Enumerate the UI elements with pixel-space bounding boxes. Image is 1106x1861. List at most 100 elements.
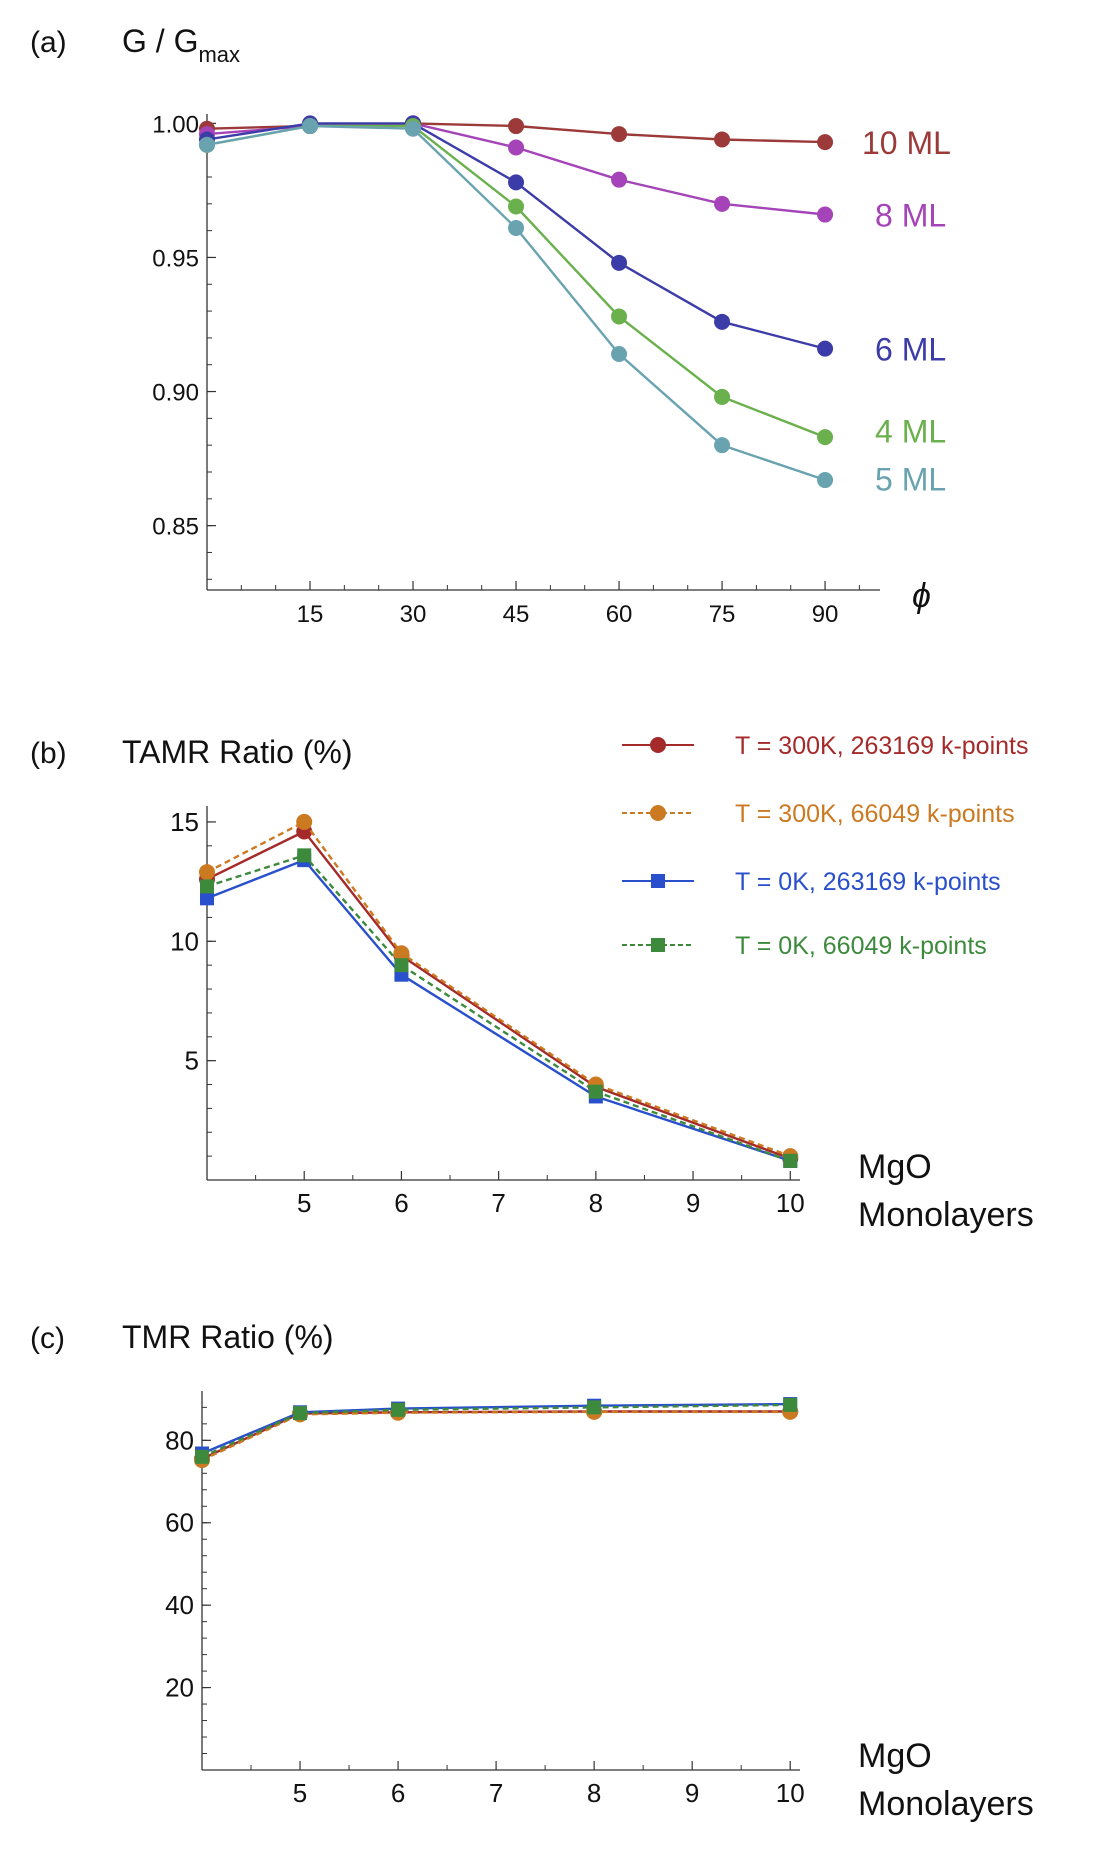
x-tick-label: 9 xyxy=(685,1778,699,1808)
panel-b-label: (b) xyxy=(30,737,67,770)
legend-label-1: T = 300K, 66049 k-points xyxy=(735,800,1015,828)
series-1-point-5 xyxy=(714,195,731,212)
y-tick-label: 15 xyxy=(170,807,199,837)
series-3-point-3 xyxy=(508,198,525,215)
x-tick-label: 5 xyxy=(293,1778,307,1808)
panel-c: (c) TMR Ratio (%) MgO Monolayers 5 6 7 8 9 10… xyxy=(30,1319,1034,1823)
panel-b-legend: T = 300K, 263169 k-points T = 300K, 66049… xyxy=(622,732,1029,960)
series-label-4: 5 ML xyxy=(875,462,946,498)
panel-b: (b) TAMR Ratio (%) MgO Monolayers T = 30… xyxy=(30,732,1034,1234)
series-3-point-1 xyxy=(293,1406,308,1421)
series-3-point-0 xyxy=(195,1449,209,1464)
y-tick-label: 0.90 xyxy=(152,380,199,407)
series-3-point-4 xyxy=(611,308,628,325)
legend-marker-0 xyxy=(650,737,666,753)
panel-a-xlabel: ϕ xyxy=(912,577,931,615)
legend-marker-3 xyxy=(651,938,665,952)
series-0-point-3 xyxy=(508,118,525,135)
series-3-point-3 xyxy=(587,1400,602,1415)
x-tick-label: 10 xyxy=(776,1778,805,1808)
x-tick-label: 8 xyxy=(589,1188,603,1218)
panel-c-xlabel-line1: MgO xyxy=(858,1737,932,1775)
series-3-point-3 xyxy=(588,1084,603,1099)
series-3-point-4 xyxy=(783,1397,798,1412)
panel-c-xlabel-line2: Monolayers xyxy=(858,1785,1034,1823)
y-tick-label: 20 xyxy=(165,1673,194,1703)
series-3-point-6 xyxy=(817,429,834,446)
x-tick-label: 8 xyxy=(587,1778,601,1808)
legend-marker-2 xyxy=(651,874,665,888)
x-tick-label: 30 xyxy=(400,601,427,628)
panel-b-plot: 5 6 7 8 9 10 5 10 15 xyxy=(170,806,805,1218)
series-2-point-3 xyxy=(508,174,525,191)
legend-label-2: T = 0K, 263169 k-points xyxy=(735,868,1001,896)
panel-a-title-sub: max xyxy=(198,42,240,67)
panel-a: (a) G / Gmax ϕ 15 30 45 60 75 900.850.900.951… xyxy=(30,23,951,628)
series-0-point-4 xyxy=(611,126,628,143)
x-tick-label: 60 xyxy=(606,601,633,628)
panel-b-xlabel-line2: Monolayers xyxy=(858,1196,1034,1234)
series-label-1: 8 ML xyxy=(875,198,946,234)
panel-c-label: (c) xyxy=(30,1322,65,1355)
series-label-2: 6 ML xyxy=(875,332,946,368)
x-tick-label: 15 xyxy=(297,601,324,628)
series-4-point-3 xyxy=(508,219,525,236)
y-tick-label: 1.00 xyxy=(152,111,199,138)
series-line-0 xyxy=(206,830,791,1160)
x-tick-label: 7 xyxy=(489,1778,503,1808)
x-tick-label: 10 xyxy=(776,1188,805,1218)
panel-c-plot: 5 6 7 8 9 10 20 40 60 80 xyxy=(165,1391,805,1808)
series-line-0 xyxy=(201,1410,791,1460)
series-2-point-5 xyxy=(714,313,731,330)
series-1-point-6 xyxy=(817,206,834,223)
y-tick-label: 80 xyxy=(165,1425,194,1455)
series-line-3 xyxy=(206,854,791,1163)
x-tick-label: 90 xyxy=(812,601,839,628)
panel-b-xlabel-line1: MgO xyxy=(858,1148,932,1186)
series-1-point-1 xyxy=(296,813,313,830)
series-label-3: 4 ML xyxy=(875,413,946,449)
legend-label-0: T = 300K, 263169 k-points xyxy=(735,732,1029,760)
series-3-point-1 xyxy=(297,848,312,863)
y-tick-label: 60 xyxy=(165,1508,194,1538)
series-line-3 xyxy=(206,124,826,439)
series-4-point-0 xyxy=(199,136,215,153)
series-3-point-4 xyxy=(783,1153,798,1168)
series-0-point-5 xyxy=(714,131,731,148)
series-1-point-4 xyxy=(611,171,628,188)
series-4-point-5 xyxy=(714,437,731,454)
series-1-point-0 xyxy=(199,864,215,881)
series-4-point-2 xyxy=(405,120,422,137)
series-label-0: 10 ML xyxy=(862,125,951,161)
y-tick-label: 10 xyxy=(170,926,199,956)
legend-marker-1 xyxy=(650,805,666,821)
panel-c-title: TMR Ratio (%) xyxy=(122,1319,334,1355)
panel-a-title: G / Gmax xyxy=(122,23,240,67)
series-4-point-4 xyxy=(611,346,628,362)
x-tick-label: 9 xyxy=(686,1188,700,1218)
x-tick-label: 75 xyxy=(709,601,736,628)
series-line-1 xyxy=(201,1410,791,1462)
y-tick-label: 0.85 xyxy=(152,514,199,541)
series-1-point-2 xyxy=(393,945,410,962)
series-0-point-6 xyxy=(817,134,834,151)
series-3-point-2 xyxy=(394,958,409,973)
series-3-point-2 xyxy=(391,1402,406,1417)
y-tick-label: 5 xyxy=(185,1046,199,1076)
x-tick-label: 5 xyxy=(297,1188,311,1218)
panel-a-plot: 15 30 45 60 75 90 0.85 0.90 0.95 1.00 10 ML 8 ML 6 M… xyxy=(152,111,951,628)
legend-label-3: T = 0K, 66049 k-points xyxy=(735,932,987,960)
panel-a-label: (a) xyxy=(30,26,67,59)
series-4-point-6 xyxy=(817,472,834,489)
y-tick-label: 40 xyxy=(165,1590,194,1620)
series-2-point-4 xyxy=(611,254,628,271)
series-2-point-6 xyxy=(817,340,834,357)
series-3-point-0 xyxy=(200,879,214,894)
series-2-point-0 xyxy=(200,891,214,906)
panel-b-title: TAMR Ratio (%) xyxy=(122,734,353,770)
series-4-point-1 xyxy=(302,118,319,135)
series-line-2 xyxy=(206,122,826,350)
x-tick-label: 7 xyxy=(491,1188,505,1218)
x-tick-label: 6 xyxy=(394,1188,408,1218)
